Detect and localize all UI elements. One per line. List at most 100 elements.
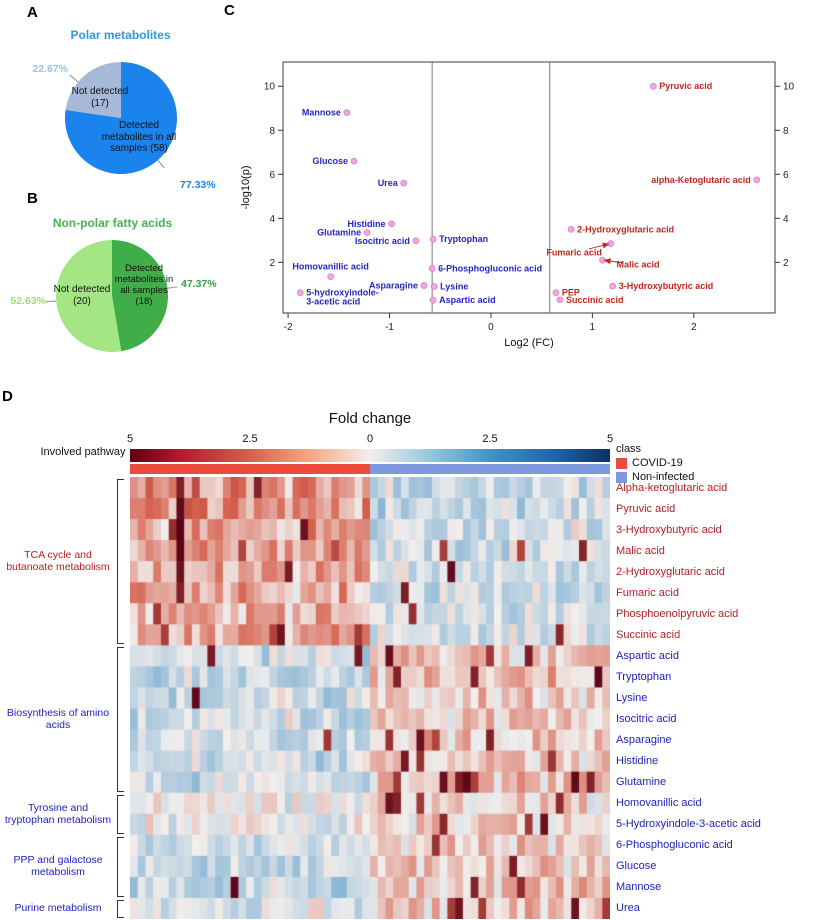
svg-text:3-Hydroxybutyric acid: 3-Hydroxybutyric acid — [619, 281, 714, 291]
heatmap-row-label: Pyruvic acid — [616, 502, 676, 515]
heatmap-row-label: 3-Hydroxybutyric acid — [616, 523, 722, 536]
colorbar-ticks: 5 2.5 0 2.5 5 — [126, 433, 614, 447]
svg-text:-log10(p): -log10(p) — [240, 165, 252, 209]
pathway-groups: TCA cycle and butanoate metabolism Biosyn… — [0, 477, 130, 919]
svg-text:Pyruvic acid: Pyruvic acid — [659, 81, 712, 91]
colorbar-tick: 0 — [366, 433, 374, 445]
heatmap-legend: class COVID-19 Non-infected — [616, 443, 694, 485]
pathway-bracket — [117, 899, 124, 918]
svg-text:Lysine: Lysine — [440, 282, 468, 292]
svg-text:2: 2 — [691, 322, 697, 333]
pathway-bracket — [117, 836, 124, 897]
legend-swatch — [616, 457, 627, 469]
svg-text:10: 10 — [783, 82, 795, 93]
colorbar-tick: 2.5 — [242, 433, 258, 445]
pathway-bracket — [117, 647, 124, 792]
heatmap-row-label: Malic acid — [616, 544, 665, 557]
svg-text:-2: -2 — [284, 322, 293, 333]
heatmap-row-label: Phosphoenolpyruvic acid — [616, 607, 739, 620]
heatmap-row-label: 6-Phosphogluconic acid — [616, 839, 733, 852]
svg-text:2-Hydroxyglutaric acid: 2-Hydroxyglutaric acid — [577, 224, 674, 234]
heatmap-row-labels: Alpha-ketoglutaric acid Pyruvic acid 3-Hyd… — [616, 477, 811, 919]
heatmap-row-label: Histidine — [616, 755, 659, 768]
svg-text:Mannose: Mannose — [302, 108, 341, 118]
heatmap-row-label: Mannose — [616, 881, 662, 894]
panel-d-letter: D — [2, 388, 13, 405]
heatmap-row-label: 5-Hydroxyindole-3-acetic acid — [616, 818, 761, 831]
pathway-group-label: Tyrosine and tryptophan metabolism — [4, 801, 112, 826]
svg-text:Aspartic acid: Aspartic acid — [439, 295, 496, 305]
heatmap-row-label: Alpha-ketoglutaric acid — [616, 481, 728, 494]
panel-c-letter: C — [224, 2, 235, 19]
svg-text:Fumaric acid: Fumaric acid — [546, 247, 602, 257]
svg-text:Glutamine: Glutamine — [317, 228, 361, 238]
svg-text:0: 0 — [488, 322, 494, 333]
heatmap-row-label: Lysine — [616, 691, 648, 704]
heatmap-row-label: Glucose — [616, 860, 657, 873]
heatmap-row-label: 2-Hydroxyglutaric acid — [616, 565, 725, 578]
pathway-group-label: TCA cycle and butanoate metabolism — [6, 549, 110, 574]
svg-text:alpha-Ketoglutaric acid: alpha-Ketoglutaric acid — [651, 175, 751, 185]
heatmap-row-label: Fumaric acid — [616, 586, 679, 599]
svg-text:6: 6 — [783, 170, 789, 181]
svg-text:Succinic acid: Succinic acid — [566, 295, 624, 305]
pie-b-label-notdetected: Not detected (20) — [53, 284, 111, 307]
svg-text:1: 1 — [590, 322, 596, 333]
heatmap-row-label: Urea — [616, 902, 640, 915]
svg-text:Histidine: Histidine — [348, 219, 386, 229]
legend-swatch — [616, 471, 627, 483]
svg-text:Tryptophan: Tryptophan — [439, 234, 488, 244]
heatmap-title: Fold change — [328, 410, 412, 427]
svg-text:6-Phosphogluconic acid: 6-Phosphogluconic acid — [438, 264, 542, 274]
svg-text:Urea: Urea — [378, 178, 399, 188]
heatmap-row-label: Isocitric acid — [616, 713, 677, 726]
pathway-group-label: PPP and galactose metabolism — [13, 854, 103, 879]
svg-text:Glucose: Glucose — [312, 156, 348, 166]
svg-text:Homovanillic acid: Homovanillic acid — [292, 262, 369, 272]
svg-text:4: 4 — [783, 214, 789, 225]
colorbar-tick: 5 — [126, 433, 134, 445]
svg-text:Log2 (FC): Log2 (FC) — [504, 337, 554, 349]
svg-text:8: 8 — [783, 126, 789, 137]
colorbar-tick: 5 — [606, 433, 614, 445]
pie-a-label-detected: Detected metabolites in all samples (58) — [101, 120, 177, 154]
legend-item: COVID-19 — [616, 457, 694, 469]
svg-text:10: 10 — [264, 82, 276, 93]
pie-b-title: Non-polar fatty acids — [52, 216, 173, 230]
volcano-plot: -2 -1 0 1 2 Log2 (FC) 2 2 4 4 6 6 8 8 10 10 -log10(p) Pyr… — [240, 61, 795, 349]
heatmap-legend-items: COVID-19 Non-infected — [616, 457, 694, 483]
pie-a-title: Polar metabolites — [70, 28, 171, 42]
pie-a-pct-detected: 77.33% — [180, 179, 216, 191]
heatmap-row-label: Glutamine — [616, 776, 667, 789]
involved-pathway-label: Involved pathway — [40, 446, 126, 458]
panel-b-letter: B — [27, 190, 38, 207]
svg-text:5-hydroxyindole-3-acetic acid: 5-hydroxyindole-3-acetic acid — [306, 288, 379, 307]
legend-item: Non-infected — [616, 471, 694, 483]
pathway-group-label: Biosynthesis of amino acids — [6, 706, 110, 732]
svg-text:Asparagine: Asparagine — [369, 280, 418, 290]
svg-text:8: 8 — [269, 126, 275, 137]
pathway-bracket — [117, 794, 124, 834]
pathway-group-label: Purine metabolism — [14, 902, 102, 915]
heatmap-row-label: Aspartic acid — [616, 649, 679, 662]
pie-b-label-detected: Detected metabolites in all samples (18) — [114, 263, 174, 307]
heatmap-row-label: Succinic acid — [616, 628, 681, 641]
legend-item-label: Non-infected — [632, 471, 695, 483]
pie-b-chart — [45, 240, 178, 352]
svg-text:Malic acid: Malic acid — [617, 260, 660, 270]
svg-text:2: 2 — [269, 258, 275, 269]
pathway-bracket — [117, 479, 124, 645]
pie-b-pct-notdetected: 52.63% — [10, 295, 46, 307]
heatmap-row-label: Asparagine — [616, 734, 672, 747]
heatmap-row-label: Homovanillic acid — [616, 797, 702, 810]
svg-text:6: 6 — [269, 170, 275, 181]
panel-a-letter: A — [27, 4, 38, 21]
class-annotation-bar — [130, 464, 610, 474]
colorbar-tick: 2.5 — [482, 433, 498, 445]
fold-change-colorbar — [130, 449, 610, 462]
svg-text:-1: -1 — [385, 322, 394, 333]
heatmap-canvas — [130, 477, 610, 919]
pie-b-pct-detected: 47.37% — [181, 278, 217, 290]
pie-a-pct-notdetected: 22.67% — [32, 63, 68, 75]
